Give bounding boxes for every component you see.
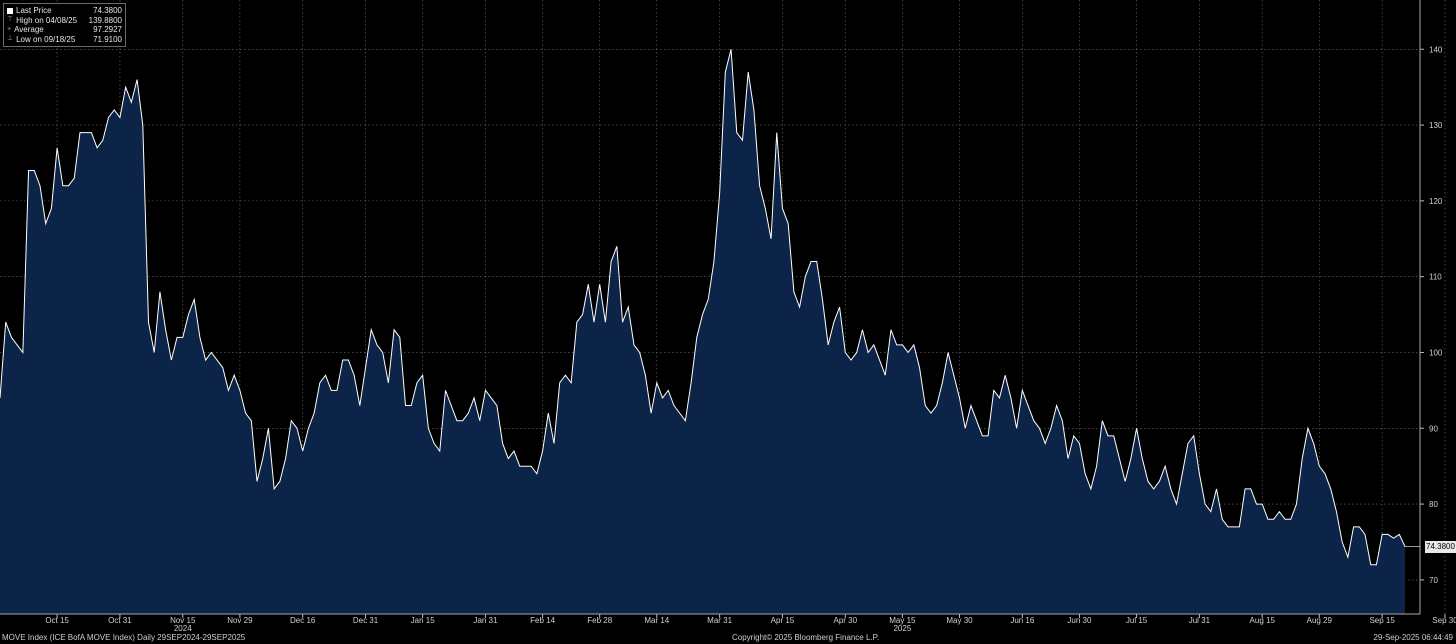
x-tick-label: Feb 28 xyxy=(587,616,612,625)
x-tick-label: Mar 14 xyxy=(644,616,669,625)
x-tick-label: Nov 29 xyxy=(227,616,253,625)
y-tick-label: 80 xyxy=(1429,500,1438,509)
y-tick-label: 70 xyxy=(1429,576,1438,585)
price-line xyxy=(0,49,1406,566)
y-tick-label: 110 xyxy=(1429,273,1442,282)
high-marker-icon: ⊤ xyxy=(7,16,14,24)
x-tick-label: May 30 xyxy=(946,616,973,625)
y-tick-label: 100 xyxy=(1429,348,1443,357)
year-label: 2025 xyxy=(893,624,911,633)
x-tick-label: Jul 31 xyxy=(1189,616,1211,625)
footer-timestamp: 29-Sep-2025 06:44:49 xyxy=(1373,633,1453,642)
legend: Last Price 74.3800 ⊤ High on 04/08/25 139… xyxy=(3,3,126,47)
x-tick-label: Jun 30 xyxy=(1067,616,1092,625)
tick-labels: 70 80 90 100 110 120 130 140 Oct 15 Oct 31 Nov 15 N… xyxy=(45,45,1456,633)
y-tick-label: 90 xyxy=(1429,424,1438,433)
x-tick-label: Sep 30 xyxy=(1432,616,1456,625)
legend-low: ⊥ Low on 09/18/25 71.9100 xyxy=(7,34,122,44)
footer-copyright: Copyright© 2025 Bloomberg Finance L.P. xyxy=(732,633,880,642)
x-tick-label: Feb 14 xyxy=(530,616,555,625)
x-tick-label: Jan 15 xyxy=(411,616,436,625)
y-tick-label: 130 xyxy=(1429,121,1443,130)
legend-high: ⊤ High on 04/08/25 139.8800 xyxy=(7,15,122,25)
x-tick-label: Nov 15 xyxy=(170,616,196,625)
footer-description: MOVE Index (ICE BofA MOVE Index) Daily 2… xyxy=(2,633,246,642)
x-tick-label: Jun 16 xyxy=(1010,616,1035,625)
x-tick-label: Aug 29 xyxy=(1307,616,1333,625)
x-tick-label: Dec 31 xyxy=(353,616,379,625)
x-tick-label: Jul 15 xyxy=(1126,616,1148,625)
x-tick-label: Aug 15 xyxy=(1250,616,1276,625)
year-label: 2024 xyxy=(174,624,192,633)
x-tick-label: Dec 16 xyxy=(290,616,316,625)
x-tick-label: Oct 31 xyxy=(108,616,132,625)
last-value-tag: 74.3800 xyxy=(1425,540,1456,553)
x-tick-label: Apr 15 xyxy=(771,616,795,625)
x-tick-label: Sep 15 xyxy=(1369,616,1395,625)
square-icon xyxy=(7,7,13,14)
legend-average: + Average 97.2927 xyxy=(7,25,122,34)
footer: MOVE Index (ICE BofA MOVE Index) Daily 2… xyxy=(0,632,1456,644)
price-area xyxy=(0,49,1405,614)
x-tick-label: Mar 31 xyxy=(707,616,732,625)
legend-last-price: Last Price 74.3800 xyxy=(7,6,122,16)
y-tick-label: 120 xyxy=(1429,197,1443,206)
y-tick-label: 140 xyxy=(1429,45,1443,54)
x-tick-label: Apr 30 xyxy=(833,616,857,625)
x-tick-label: May 15 xyxy=(889,616,916,625)
x-tick-label: Jan 31 xyxy=(473,616,498,625)
x-tick-label: Oct 15 xyxy=(45,616,69,625)
low-marker-icon: ⊥ xyxy=(7,35,14,43)
average-marker-icon: + xyxy=(7,25,12,33)
axes xyxy=(0,0,1446,618)
